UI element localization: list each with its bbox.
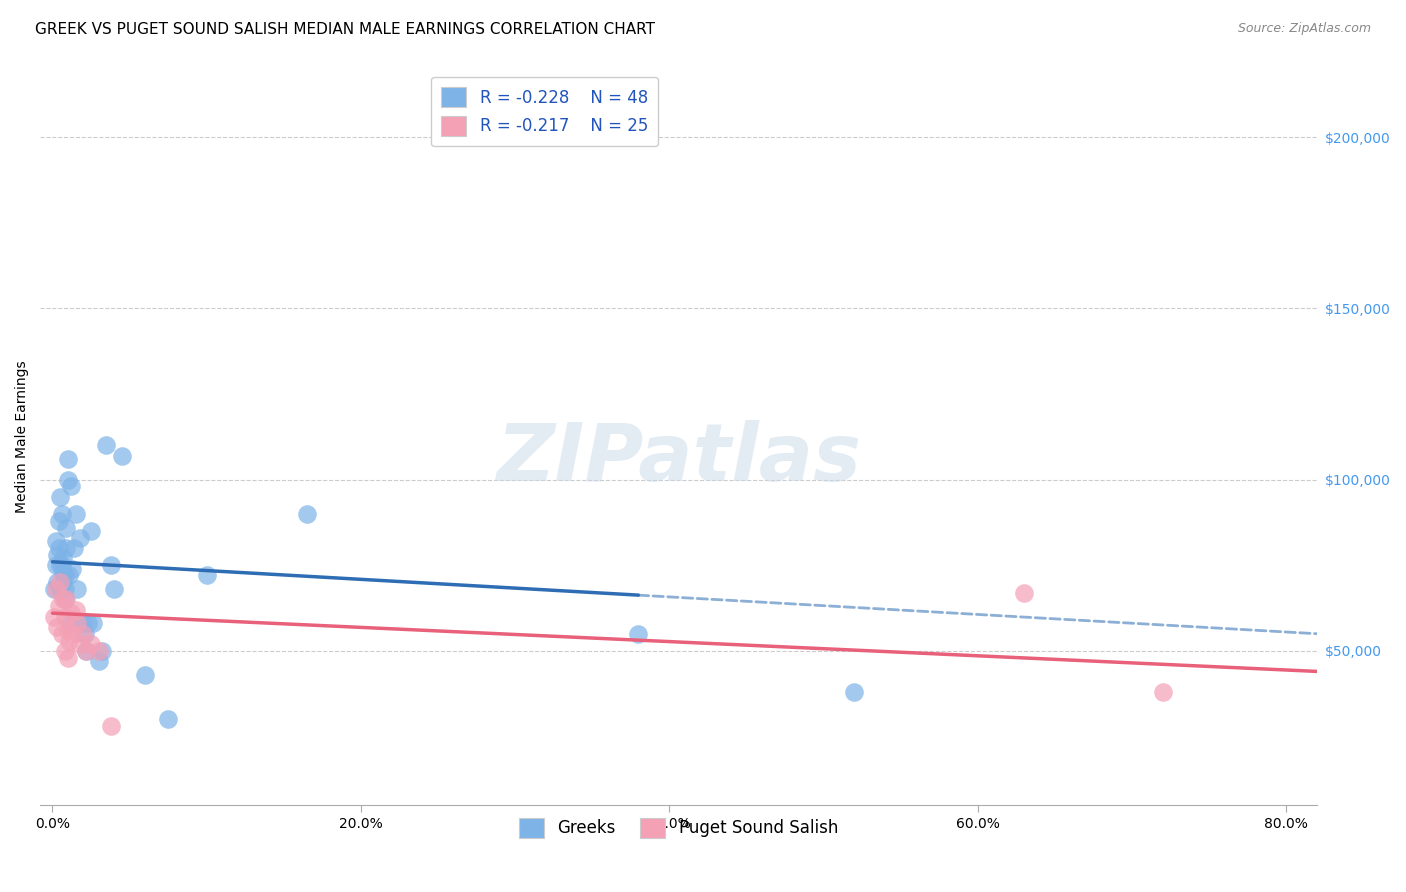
Point <box>62 561 84 575</box>
Point <box>56 473 79 487</box>
Point <box>80 524 103 538</box>
Point <box>87 654 110 668</box>
Point <box>53 568 76 582</box>
Point <box>49 582 72 597</box>
Point <box>75 644 97 658</box>
Point <box>53 592 76 607</box>
Point <box>59 616 82 631</box>
Point <box>59 606 82 620</box>
Point <box>103 582 125 597</box>
Point <box>134 668 156 682</box>
Point <box>72 616 94 631</box>
Legend: Greeks, Puget Sound Salish: Greeks, Puget Sound Salish <box>512 811 845 845</box>
Point <box>69 531 91 545</box>
Point <box>96 438 118 452</box>
Point <box>52 592 75 607</box>
Point <box>65 507 87 521</box>
Point <box>65 603 87 617</box>
Point <box>77 616 100 631</box>
Point <box>44 534 66 549</box>
Point <box>59 479 82 493</box>
Point <box>82 616 104 631</box>
Text: ZIPatlas: ZIPatlas <box>496 420 860 498</box>
Point <box>46 575 69 590</box>
Point <box>44 558 66 573</box>
Point <box>52 575 75 590</box>
Point <box>1152 685 1174 699</box>
Point <box>157 712 180 726</box>
Point <box>56 624 79 638</box>
Point <box>53 644 76 658</box>
Text: Source: ZipAtlas.com: Source: ZipAtlas.com <box>1237 22 1371 36</box>
Point <box>844 685 866 699</box>
Point <box>51 558 73 573</box>
Point <box>48 541 70 555</box>
Point <box>53 609 76 624</box>
Point <box>48 514 70 528</box>
Point <box>73 626 96 640</box>
Point <box>90 644 112 658</box>
Point <box>46 620 69 634</box>
Point <box>66 582 89 597</box>
Point <box>58 568 80 582</box>
Point <box>295 507 318 521</box>
Point <box>52 551 75 566</box>
Point <box>49 490 72 504</box>
Point <box>195 568 218 582</box>
Point <box>51 507 73 521</box>
Point <box>58 633 80 648</box>
Point <box>87 644 110 658</box>
Point <box>44 582 66 597</box>
Point <box>46 548 69 562</box>
Point <box>63 541 86 555</box>
Point <box>49 575 72 590</box>
Point <box>55 520 77 534</box>
Point <box>53 582 76 597</box>
Point <box>52 565 75 579</box>
Point <box>69 637 91 651</box>
Text: GREEK VS PUGET SOUND SALISH MEDIAN MALE EARNINGS CORRELATION CHART: GREEK VS PUGET SOUND SALISH MEDIAN MALE … <box>35 22 655 37</box>
Point <box>66 616 89 631</box>
Point <box>56 650 79 665</box>
Point <box>72 626 94 640</box>
Point <box>51 626 73 640</box>
Point <box>80 637 103 651</box>
Point <box>1012 585 1035 599</box>
Point <box>42 609 65 624</box>
Point <box>111 449 134 463</box>
Point <box>55 592 77 607</box>
Point <box>75 644 97 658</box>
Point <box>49 558 72 573</box>
Point <box>100 558 122 573</box>
Point <box>48 599 70 614</box>
Point <box>42 582 65 597</box>
Point <box>627 626 650 640</box>
Point <box>62 626 84 640</box>
Point <box>55 541 77 555</box>
Y-axis label: Median Male Earnings: Median Male Earnings <box>15 360 30 513</box>
Point <box>100 719 122 733</box>
Point <box>56 452 79 467</box>
